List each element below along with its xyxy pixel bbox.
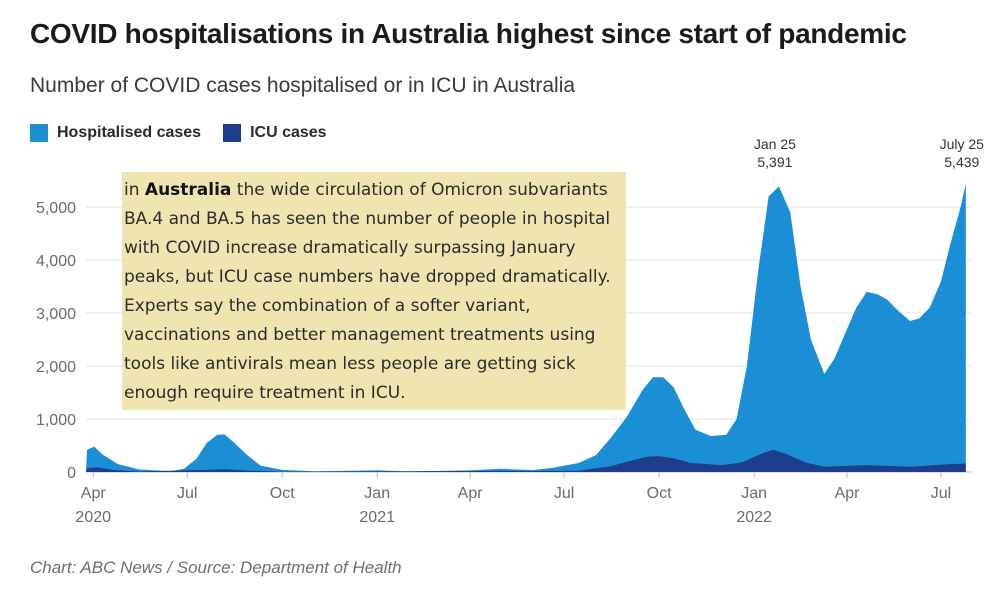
x-tick-year-label: 2022 <box>736 509 772 526</box>
x-tick-label: Jul <box>931 485 951 502</box>
legend-item-icu: ICU cases <box>223 124 327 142</box>
y-tick-label: 5,000 <box>36 200 76 217</box>
x-tick-label: Jul <box>554 485 574 502</box>
annotation-highlight: Australia <box>144 180 232 200</box>
annotation-note: in Australia the wide circulation of Omi… <box>122 172 626 410</box>
chart-title: COVID hospitalisations in Australia high… <box>30 18 907 49</box>
legend-swatch-hospitalised <box>30 124 48 142</box>
x-tick-label: Jan <box>364 485 390 502</box>
legend-item-hospitalised: Hospitalised cases <box>30 124 201 142</box>
y-tick-label: 2,000 <box>36 359 76 376</box>
series-area-icu <box>86 449 966 472</box>
series-area-hospitalised <box>86 183 966 473</box>
annotation-body: the wide circulation of Omicron subvaria… <box>124 180 611 403</box>
legend-label-icu: ICU cases <box>250 124 327 141</box>
peak-date-label: Jan 25 <box>754 136 796 152</box>
legend-swatch-icu <box>223 124 242 142</box>
peak-value-label: 5,439 <box>944 154 979 170</box>
legend: Hospitalised cases ICU cases <box>30 124 349 142</box>
y-tick-label: 4,000 <box>36 253 76 270</box>
chart-credit: Chart: ABC News / Source: Department of … <box>30 558 402 577</box>
x-tick-label: Apr <box>835 485 861 502</box>
chart-subtitle: Number of COVID cases hospitalised or in… <box>30 74 576 97</box>
x-tick-label: Jan <box>741 485 767 502</box>
annotation-prefix: in <box>124 180 145 200</box>
y-tick-label: 3,000 <box>36 306 76 323</box>
x-tick-label: Oct <box>647 485 672 502</box>
legend-label-hospitalised: Hospitalised cases <box>57 124 202 141</box>
x-tick-year-label: 2021 <box>359 509 395 526</box>
y-tick-label: 1,000 <box>36 412 76 429</box>
x-tick-label: Oct <box>270 485 295 502</box>
peak-value-label: 5,391 <box>757 154 792 170</box>
peak-date-label: July 25 <box>940 136 985 152</box>
x-tick-label: Apr <box>81 485 107 502</box>
x-tick-year-label: 2020 <box>75 509 111 526</box>
y-tick-label: 0 <box>67 465 76 482</box>
x-tick-label: Apr <box>458 485 484 502</box>
x-tick-label: Jul <box>177 485 197 502</box>
